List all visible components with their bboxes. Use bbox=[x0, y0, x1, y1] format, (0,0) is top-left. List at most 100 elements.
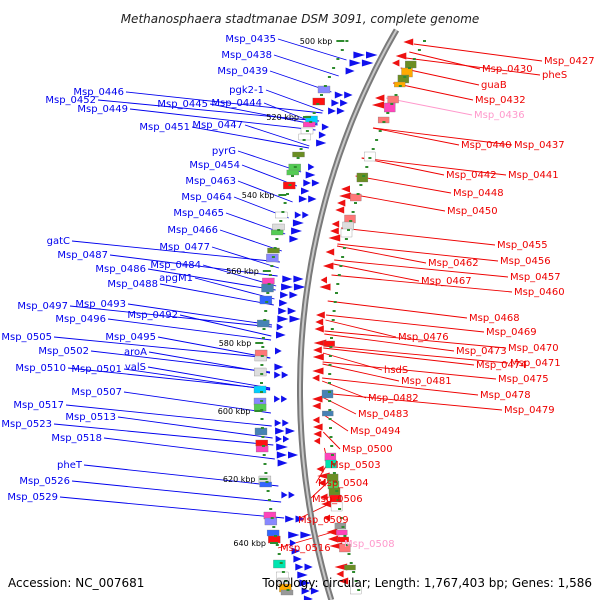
gene-arrow-forward bbox=[316, 311, 325, 319]
cog-block bbox=[254, 427, 268, 436]
gene-label-right[interactable]: Msp_0455 bbox=[497, 240, 548, 251]
gene-label-left[interactable]: Msp_0487 bbox=[57, 250, 108, 261]
gene-label-right[interactable]: Msp_0508 bbox=[344, 539, 395, 550]
gene-label-right[interactable]: Msp_0483 bbox=[358, 409, 409, 420]
gene-label-right[interactable]: Msp_0509 bbox=[298, 515, 349, 526]
gene-label-left[interactable]: Msp_0517 bbox=[13, 400, 64, 411]
cog-block bbox=[261, 283, 274, 293]
gene-label-right[interactable]: Msp_0494 bbox=[350, 426, 401, 437]
gene-label-right[interactable]: Msp_0503 bbox=[330, 460, 381, 471]
gene-label-left[interactable]: Msp_0477 bbox=[159, 242, 210, 253]
gene-label-right[interactable]: Msp_0478 bbox=[480, 390, 531, 401]
gene-arrow-reverse bbox=[276, 451, 287, 459]
gene-label-right[interactable]: Msp_0469 bbox=[486, 327, 537, 338]
gene-label-right[interactable]: hsdS bbox=[384, 365, 408, 376]
gene-label-left[interactable]: Msp_0513 bbox=[65, 412, 116, 423]
gene-label-right[interactable]: Msp_0470 bbox=[508, 343, 559, 354]
gene-label-right[interactable]: Msp_0481 bbox=[401, 376, 452, 387]
gene-label-left[interactable]: Msp_0444 bbox=[211, 98, 262, 109]
gene-label-left[interactable]: Msp_0523 bbox=[1, 419, 52, 430]
gene-label-left[interactable]: Msp_0439 bbox=[217, 66, 268, 77]
gene-label-left[interactable]: pyrG bbox=[212, 146, 236, 157]
gene-label-left[interactable]: apgM1 bbox=[159, 273, 193, 284]
gene-label-left[interactable]: Msp_0452 bbox=[45, 95, 96, 106]
track-dot bbox=[262, 454, 266, 456]
gene-label-left[interactable]: Msp_0529 bbox=[7, 492, 58, 503]
gene-label-left[interactable]: Msp_0466 bbox=[167, 225, 218, 236]
gene-label-left[interactable]: Msp_0526 bbox=[19, 476, 70, 487]
gene-label-left[interactable]: Msp_0488 bbox=[107, 279, 158, 290]
gene-label-right[interactable]: Msp_0506 bbox=[312, 494, 363, 505]
gene-label-right[interactable]: Msp_0457 bbox=[510, 272, 561, 283]
gene-label-right[interactable]: Msp_0500 bbox=[342, 444, 393, 455]
gene-label-right[interactable]: Msp_0482 bbox=[368, 393, 419, 404]
gene-label-right[interactable]: Msp_0462 bbox=[428, 258, 479, 269]
track-dot bbox=[265, 301, 269, 303]
track-dot bbox=[274, 535, 277, 537]
gene-label-right[interactable]: Msp_0516 bbox=[280, 543, 331, 554]
gene-label-right[interactable]: Msp_0440 bbox=[461, 140, 512, 151]
gene-label-left[interactable]: Msp_0501 bbox=[71, 364, 122, 375]
gene-label-left[interactable]: Msp_0464 bbox=[181, 192, 232, 203]
gene-label-left[interactable]: Msp_0454 bbox=[189, 160, 240, 171]
gene-label-right[interactable]: Msp_0437 bbox=[514, 140, 565, 151]
gene-label-right[interactable]: Msp_0442 bbox=[446, 170, 497, 181]
gene-label-left[interactable]: Msp_0496 bbox=[55, 314, 106, 325]
cog-block bbox=[339, 543, 351, 553]
gene-label-right[interactable]: Msp_0479 bbox=[504, 405, 555, 416]
gene-label-left[interactable]: Msp_0492 bbox=[127, 310, 178, 321]
gene-label-left[interactable]: Msp_0435 bbox=[225, 34, 276, 45]
gene-label-right[interactable]: Msp_0456 bbox=[500, 256, 551, 267]
gene-label-left[interactable]: Msp_0451 bbox=[139, 122, 190, 133]
gene-label-right[interactable]: Msp_0436 bbox=[474, 110, 525, 121]
gene-label-right[interactable]: Msp_0471 bbox=[510, 358, 561, 369]
cog-block bbox=[321, 389, 334, 399]
gene-label-left[interactable]: Msp_0502 bbox=[38, 346, 89, 357]
gene-label-right[interactable]: Msp_0504 bbox=[318, 478, 369, 489]
gene-label-right[interactable]: Msp_0427 bbox=[544, 56, 595, 67]
gene-label-right[interactable]: Msp_0430 bbox=[482, 64, 533, 75]
gene-label-left[interactable]: gatC bbox=[47, 236, 70, 247]
gene-label-left[interactable]: Msp_0507 bbox=[71, 387, 122, 398]
gene-label-left[interactable]: Msp_0465 bbox=[173, 208, 224, 219]
gene-label-right[interactable]: pheS bbox=[542, 70, 567, 81]
gene-label-left[interactable]: Msp_0445 bbox=[157, 99, 208, 110]
track-dot bbox=[329, 427, 332, 429]
gene-label-right[interactable]: Msp_0468 bbox=[469, 313, 520, 324]
gene-label-right[interactable]: Msp_0476 bbox=[398, 332, 449, 343]
cog-block bbox=[340, 228, 353, 238]
gene-label-left[interactable]: Msp_0484 bbox=[150, 260, 201, 271]
tick-marks: 500 kbp 520 kbp 540 kbp 560 kbp 580 kbp 600 k… bbox=[218, 37, 426, 591]
gene-arrow-reverse bbox=[291, 547, 301, 555]
gene-label-left[interactable]: Msp_0438 bbox=[221, 50, 272, 61]
connector-line bbox=[322, 352, 383, 371]
gene-label-left[interactable]: aroA bbox=[124, 347, 147, 358]
gene-label-left[interactable]: valS bbox=[125, 362, 146, 373]
gene-label-left[interactable]: Msp_0497 bbox=[17, 301, 68, 312]
gene-label-right[interactable]: Msp_0467 bbox=[421, 276, 472, 287]
gene-label-right[interactable]: Msp_0475 bbox=[498, 374, 549, 385]
gene-label-left[interactable]: Msp_0510 bbox=[15, 363, 66, 374]
gene-label-right[interactable]: Msp_0473 bbox=[456, 346, 507, 357]
gene-label-left[interactable]: Msp_0447 bbox=[192, 120, 243, 131]
gene-label-left[interactable]: pgk2-1 bbox=[229, 85, 264, 96]
gene-label-right[interactable]: guaB bbox=[481, 80, 507, 91]
gene-label-right[interactable]: Msp_0460 bbox=[514, 287, 565, 298]
gene-label-left[interactable]: Msp_0518 bbox=[51, 433, 102, 444]
gene-label-left[interactable]: Msp_0505 bbox=[1, 332, 52, 343]
track-dot bbox=[337, 274, 341, 276]
gene-label-left[interactable]: Msp_0495 bbox=[105, 332, 156, 343]
gene-label-left[interactable]: pheT bbox=[57, 460, 83, 471]
gene-label-right[interactable]: Msp_0474 bbox=[476, 360, 527, 371]
connector-line bbox=[277, 530, 337, 549]
gene-label-left[interactable]: Msp_0449 bbox=[77, 104, 128, 115]
gene-label-left[interactable]: Msp_0446 bbox=[73, 87, 124, 98]
gene-label-right[interactable]: Msp_0448 bbox=[453, 188, 504, 199]
track-dot bbox=[352, 571, 356, 573]
gene-label-left[interactable]: Msp_0486 bbox=[95, 264, 146, 275]
gene-label-right[interactable]: Msp_0441 bbox=[508, 170, 559, 181]
gene-label-left[interactable]: Msp_0463 bbox=[185, 176, 236, 187]
gene-label-right[interactable]: Msp_0450 bbox=[447, 206, 498, 217]
gene-label-left[interactable]: Msp_0493 bbox=[75, 299, 126, 310]
gene-label-right[interactable]: Msp_0432 bbox=[475, 95, 526, 106]
